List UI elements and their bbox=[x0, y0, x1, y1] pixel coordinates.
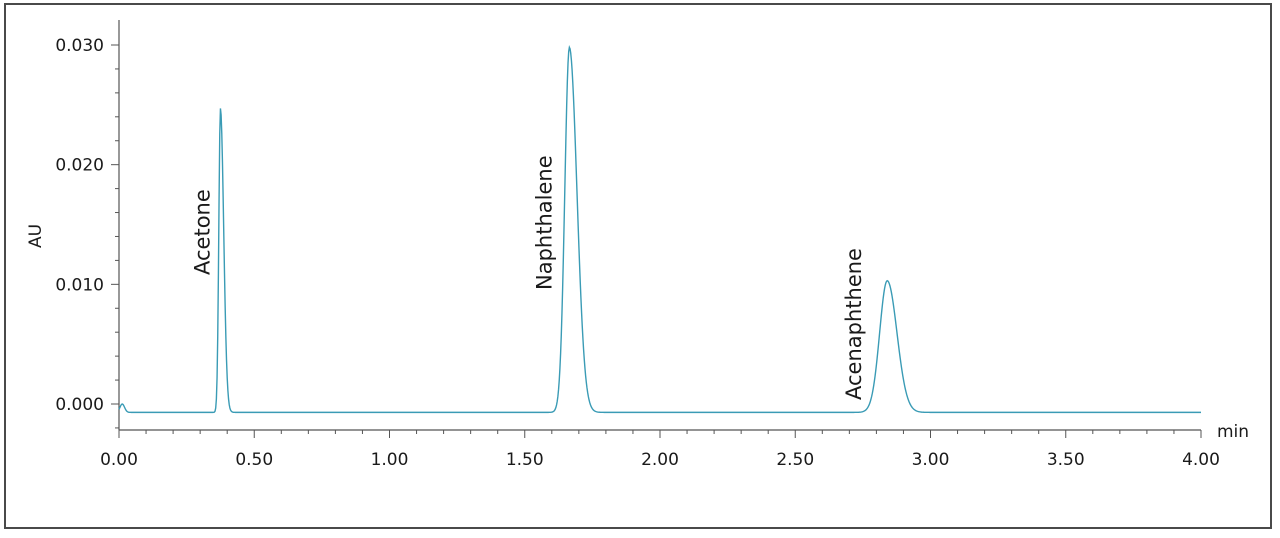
y-tick-label: 0.010 bbox=[55, 275, 104, 295]
x-tick-label: 0.50 bbox=[235, 450, 273, 470]
x-tick-label: 2.50 bbox=[776, 450, 814, 470]
x-tick-label: 1.50 bbox=[506, 450, 544, 470]
y-tick-label: 0.030 bbox=[55, 36, 104, 56]
x-tick-label: 0.00 bbox=[100, 450, 138, 470]
x-tick-label: 3.00 bbox=[912, 450, 950, 470]
ticks: 0.000 0.010 0.020 0.030 0.00 0.50 1.00 1.50 2.00… bbox=[55, 36, 1220, 470]
chart-frame bbox=[4, 3, 1272, 529]
x-tick-label: 4.00 bbox=[1182, 450, 1220, 470]
x-tick-label: 3.50 bbox=[1047, 450, 1085, 470]
y-tick-label: 0.020 bbox=[55, 156, 104, 176]
chromatogram-trace bbox=[118, 45, 1201, 414]
axes bbox=[118, 20, 1201, 431]
y-axis-title: AU bbox=[26, 224, 46, 248]
peak-label-naphthalene: Naphthalene bbox=[532, 155, 556, 290]
x-tick-label: 2.00 bbox=[641, 450, 679, 470]
x-axis-title: min bbox=[1217, 422, 1249, 442]
y-tick-label: 0.000 bbox=[55, 395, 104, 415]
x-tick-label: 1.00 bbox=[371, 450, 409, 470]
peak-label-acetone: Acetone bbox=[190, 189, 214, 275]
peak-label-acenaphthene: Acenaphthene bbox=[842, 248, 866, 400]
peak-labels: Acetone Naphthalene Acenaphthene bbox=[190, 155, 866, 400]
